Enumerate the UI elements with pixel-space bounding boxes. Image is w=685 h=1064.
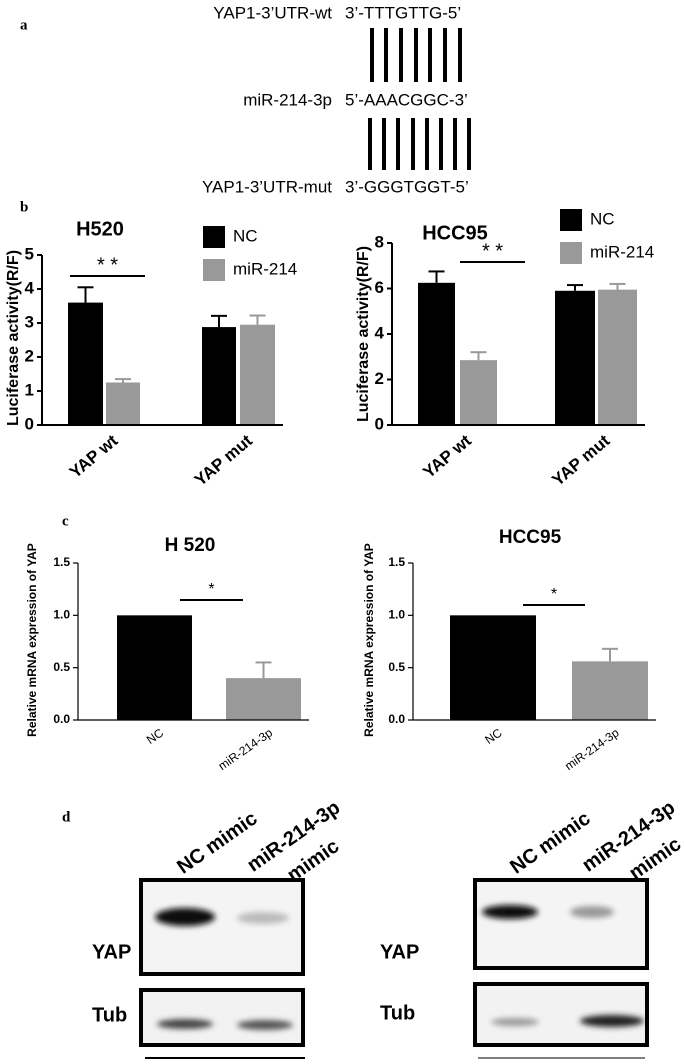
x-tick-label: YAP mut [548, 431, 613, 490]
bar [450, 615, 536, 720]
y-axis-label: Luciferase activity(R/F) [355, 246, 372, 422]
significance-label: * [208, 581, 214, 598]
legend-swatch [560, 209, 582, 231]
y-tick-label: 0.5 [388, 660, 405, 674]
significance-label: * * [482, 240, 503, 262]
y-tick-label: 3 [25, 312, 34, 331]
blot-row-label: YAP [380, 941, 419, 963]
legend-label: NC [590, 209, 615, 228]
y-tick-label: 0 [375, 414, 384, 433]
y-tick-label: 6 [375, 278, 384, 297]
blot-row-label: Tub [92, 1004, 127, 1026]
lane-label: NC mimic [506, 807, 594, 878]
sequence: 3’-TTTGTTG-5’ [345, 3, 461, 22]
legend-label: NC [233, 226, 258, 245]
bar [555, 290, 595, 425]
chart-title: HCC95 [422, 222, 488, 244]
sequence-name: miR-214-3p [243, 90, 332, 109]
lane-label: NC mimic [173, 807, 261, 878]
y-tick-label: 2 [375, 369, 384, 388]
sequence: 5’-AAACGGC-3’ [345, 90, 468, 109]
legend-swatch [203, 259, 225, 281]
bar [106, 382, 140, 425]
chart-title: H 520 [165, 535, 216, 556]
legend-swatch [203, 226, 225, 248]
y-axis-label: Luciferase activity(R/F) [5, 250, 22, 426]
y-tick-label: 2 [25, 346, 34, 365]
bar [117, 615, 192, 720]
panel-label: b [20, 199, 28, 215]
chart-title: H520 [76, 218, 124, 240]
legend-label: miR-214 [233, 259, 297, 278]
blot-row-label: YAP [92, 941, 131, 963]
x-tick-label: YAP mut [191, 431, 256, 490]
y-tick-label: 0.5 [53, 660, 70, 674]
bar [68, 302, 103, 425]
y-tick-label: 1.5 [388, 555, 405, 569]
y-tick-label: 1.0 [388, 608, 405, 622]
y-tick-label: 1.5 [53, 555, 70, 569]
x-tick-label: miR-214-3p [216, 725, 276, 773]
blot-row-label: Tub [380, 1002, 415, 1024]
significance-label: * * [97, 254, 118, 276]
bar [598, 289, 637, 425]
legend-swatch [560, 242, 582, 264]
base-pairs [368, 28, 471, 170]
sequence-name: YAP1-3’UTR-mut [202, 177, 332, 196]
x-tick-label: NC [144, 725, 167, 747]
sequence-name: YAP1-3’UTR-wt [213, 3, 332, 22]
x-tick-label: NC [482, 725, 505, 747]
x-tick-label: miR-214-3p [562, 725, 622, 773]
x-tick-label: YAP wt [66, 431, 122, 482]
panel-label: d [62, 809, 71, 825]
panel-label: c [62, 513, 69, 529]
bar [202, 327, 236, 425]
bar [460, 360, 497, 425]
y-tick-label: 4 [25, 278, 35, 297]
panel-label: a [20, 17, 28, 33]
chart-title: HCC95 [499, 527, 562, 548]
bar [226, 678, 301, 720]
y-tick-label: 0.0 [388, 712, 405, 726]
y-tick-label: 8 [375, 232, 384, 251]
y-tick-label: 0.0 [53, 712, 70, 726]
y-tick-label: 1.0 [53, 608, 70, 622]
significance-label: * [551, 586, 557, 603]
bar [240, 324, 275, 425]
y-tick-label: 0 [25, 414, 34, 433]
y-axis-label: Relative mRNA expression of YAP [362, 543, 376, 737]
bar [418, 282, 455, 425]
y-axis-label: Relative mRNA expression of YAP [25, 543, 39, 737]
sequence: 3’-GGGTGGT-5’ [345, 177, 469, 196]
x-tick-label: YAP wt [419, 431, 475, 482]
legend-label: miR-214 [590, 242, 654, 261]
bar [572, 661, 648, 720]
y-tick-label: 4 [375, 323, 385, 342]
blot [139, 878, 649, 1059]
y-tick-label: 1 [25, 380, 34, 399]
y-tick-label: 5 [25, 244, 34, 263]
